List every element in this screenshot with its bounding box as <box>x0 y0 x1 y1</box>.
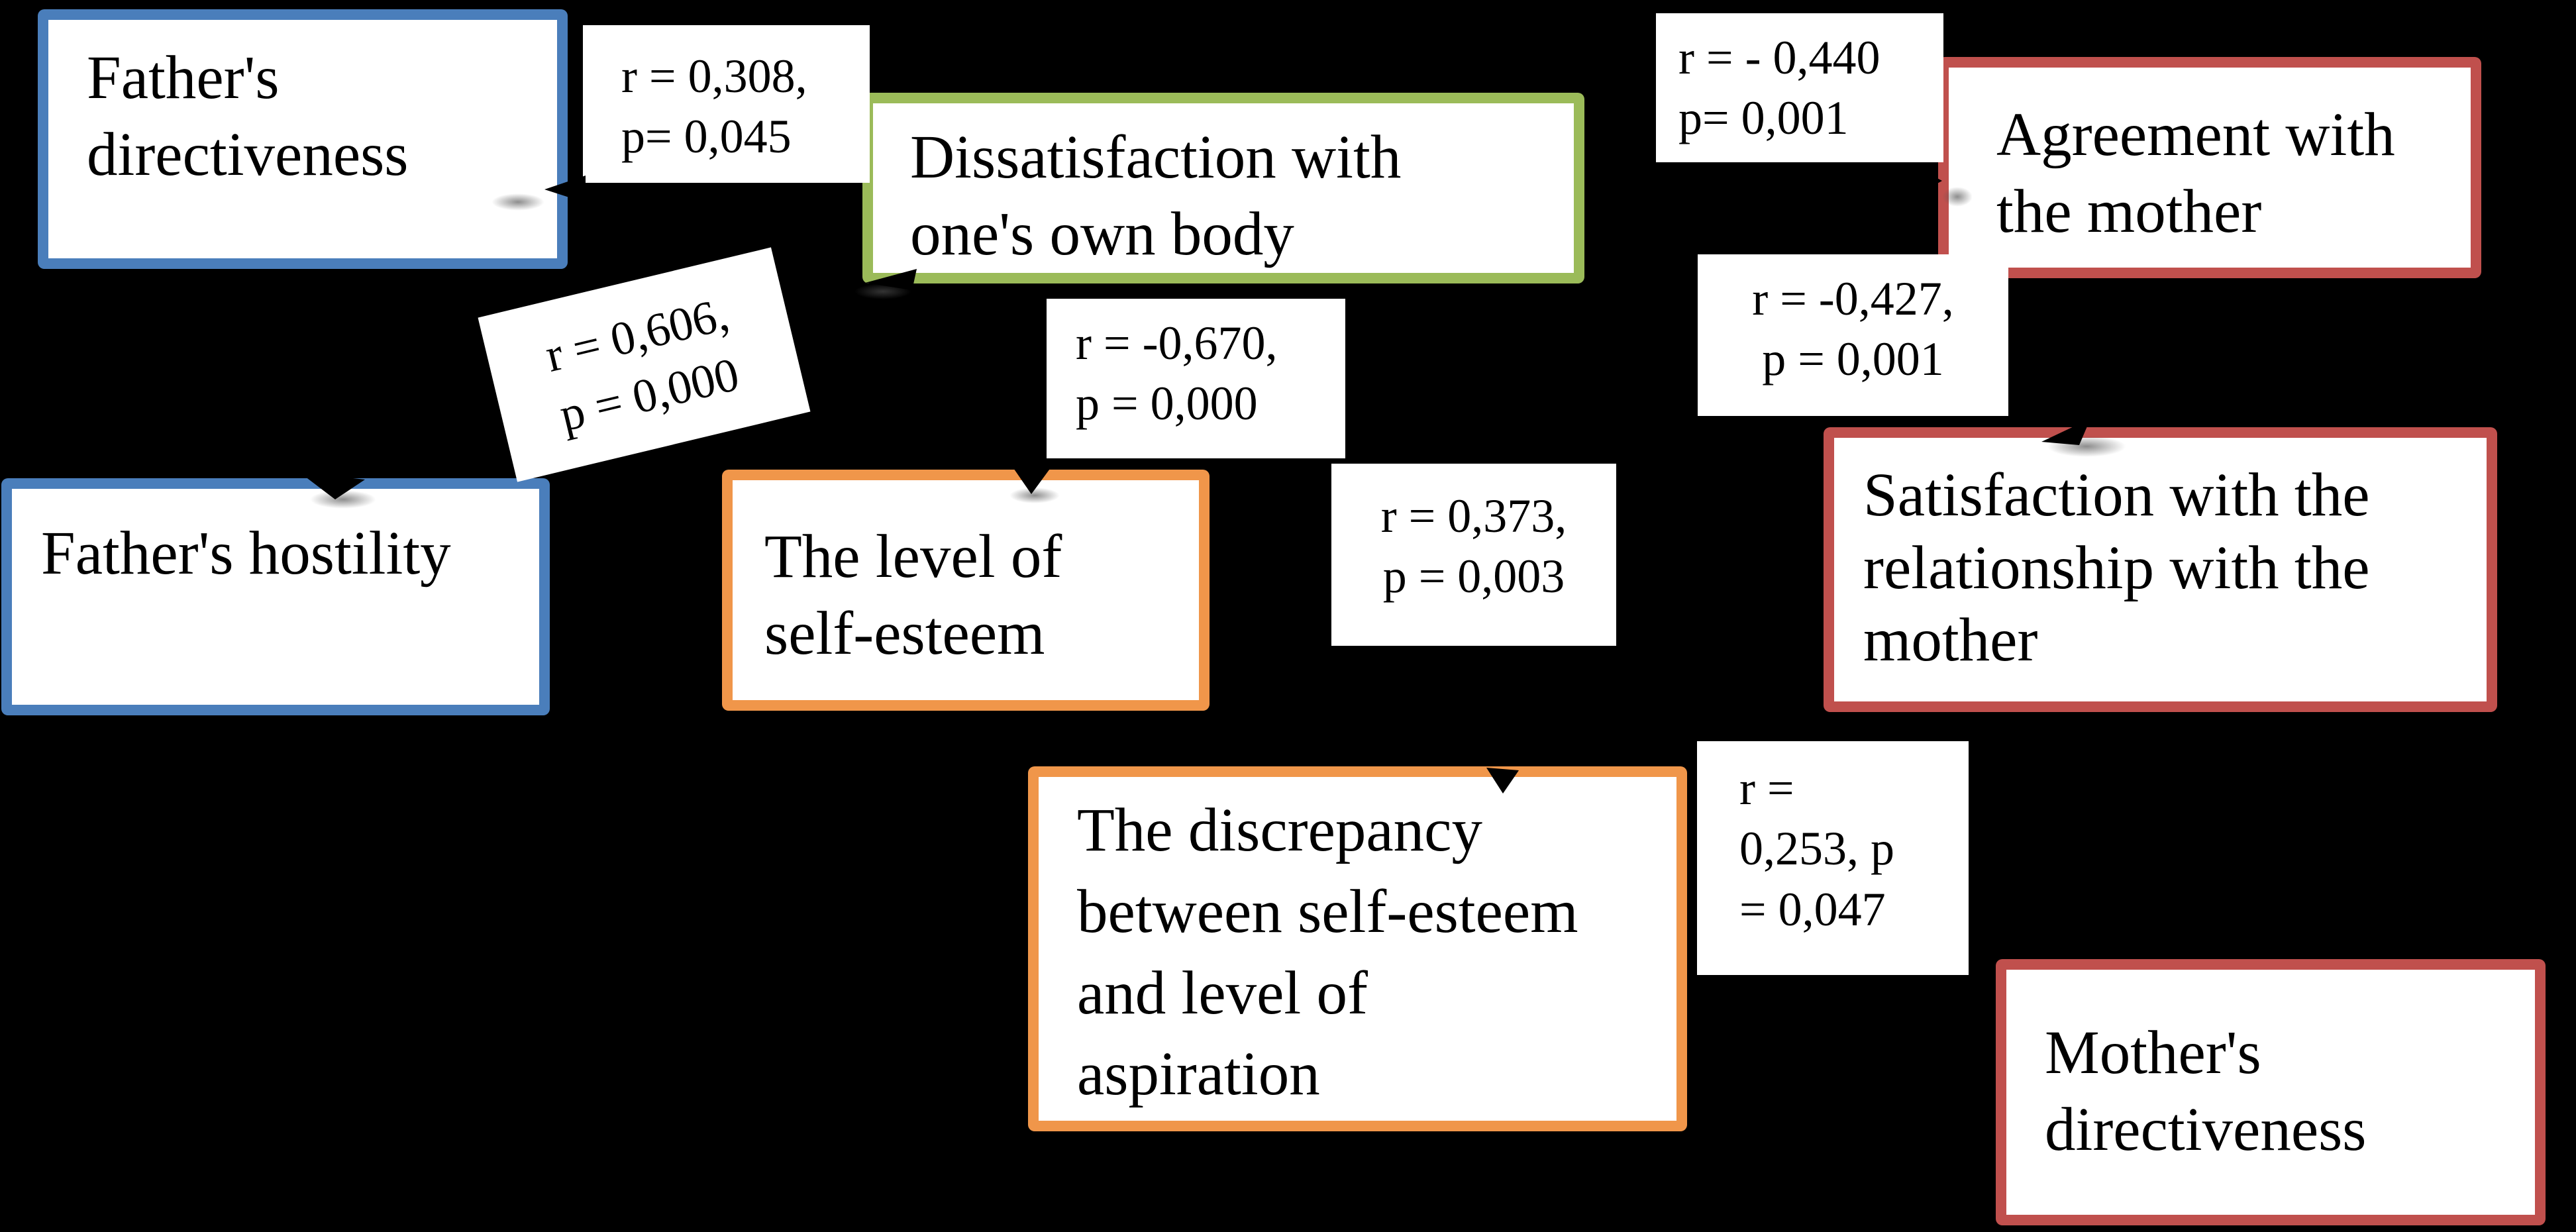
correlation-label-r-0253: r = 0,253, p = 0,047 <box>1697 741 1969 975</box>
node-level-of-self-esteem: The level of self-esteem <box>722 470 1210 711</box>
correlation-label-r-minus-0440: r = - 0,440 p= 0,001 <box>1656 13 1943 162</box>
arrow-shadow <box>1009 488 1060 503</box>
node-agreement-with-mother: Agreement with the mother <box>1938 57 2481 278</box>
arrow-shadow <box>491 193 544 211</box>
correlation-label-r-0606: r = 0,606, p = 0,000 <box>478 247 811 482</box>
correlation-label-r-minus-0670: r = -0,670, p = 0,000 <box>1047 299 1345 458</box>
node-fathers-directiveness: Father's directiveness <box>38 9 568 269</box>
node-discrepancy-self-esteem-aspiration: The discrepancy between self-esteem and … <box>1028 766 1687 1131</box>
node-mothers-directiveness: Mother's directiveness <box>1996 959 2546 1225</box>
arrow-shadow <box>310 490 376 509</box>
arrow-shadow <box>854 283 911 299</box>
correlation-label-r-minus-0427: r = -0,427, p = 0,001 <box>1698 254 2008 416</box>
arrow-shadow <box>1942 187 1973 207</box>
node-fathers-hostility: Father's hostility <box>1 478 550 715</box>
arrow-shadow <box>2047 436 2126 457</box>
node-satisfaction-relationship-mother: Satisfaction with the relationship with … <box>1824 427 2497 712</box>
correlation-label-r-0308: r = 0,308, p= 0,045 <box>583 25 870 183</box>
correlation-label-r-0373: r = 0,373, p = 0,003 <box>1331 464 1616 646</box>
node-dissatisfaction-own-body: Dissatisfaction with one's own body <box>862 93 1584 283</box>
